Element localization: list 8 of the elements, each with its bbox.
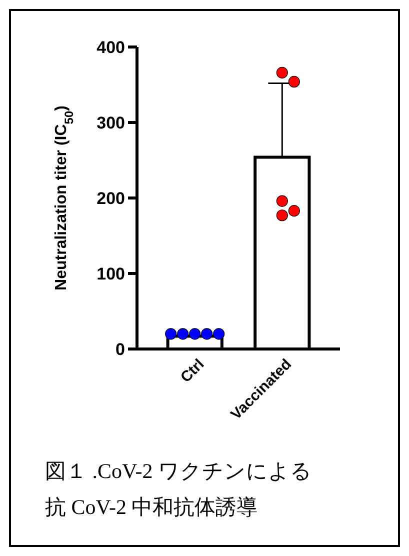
y-tick-label: 100 bbox=[96, 264, 125, 284]
x-tick-label: Ctrl bbox=[177, 356, 208, 386]
y-tick-label: 300 bbox=[96, 114, 125, 132]
y-tick-label: 0 bbox=[116, 340, 125, 359]
y-tick-label: 400 bbox=[96, 38, 125, 57]
caption: 図１ .CoV-2 ワクチンによる bbox=[45, 459, 312, 483]
y-tick-label: 200 bbox=[96, 189, 125, 208]
text: 抗 CoV-2 中和抗体誘導 bbox=[45, 495, 258, 519]
